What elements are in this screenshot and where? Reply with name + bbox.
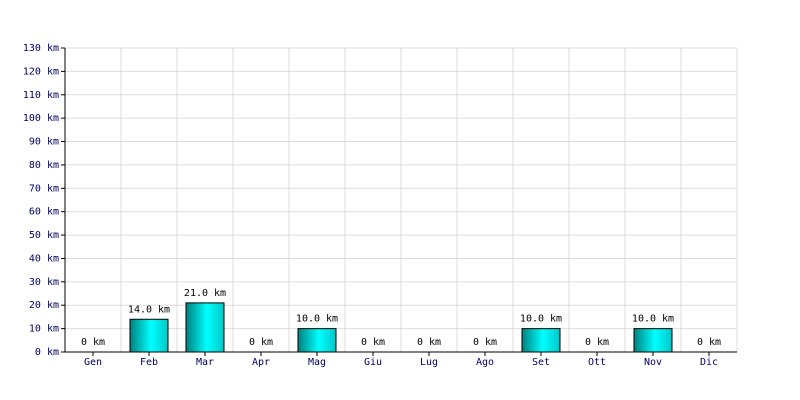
y-tick-label: 80 km — [29, 160, 59, 171]
y-tick-label: 30 km — [29, 277, 59, 288]
x-tick-label: Apr — [252, 357, 270, 368]
y-tick-label: 100 km — [23, 113, 59, 124]
value-label: 0 km — [417, 337, 441, 348]
value-label: 21.0 km — [184, 288, 226, 299]
bar — [633, 328, 673, 353]
x-tick-label: Feb — [140, 357, 158, 368]
x-tick-label: Giu — [364, 357, 382, 368]
y-tick-label: 40 km — [29, 253, 59, 264]
y-tick-label: 10 km — [29, 324, 59, 335]
y-tick-label: 130 km — [23, 43, 59, 54]
y-tick-label: 90 km — [29, 137, 59, 148]
x-tick-label: Mar — [196, 357, 214, 368]
x-tick-label: Ago — [476, 357, 494, 368]
x-tick-label: Dic — [700, 357, 718, 368]
value-label: 0 km — [473, 337, 497, 348]
bar — [297, 328, 337, 353]
bar — [185, 302, 225, 353]
value-label: 0 km — [81, 337, 105, 348]
value-label: 14.0 km — [128, 304, 170, 315]
x-tick-label: Mag — [308, 357, 326, 368]
y-tick-label: 60 km — [29, 207, 59, 218]
y-tick-label: 70 km — [29, 183, 59, 194]
y-tick-label: 120 km — [23, 66, 59, 77]
y-tick-label: 110 km — [23, 90, 59, 101]
value-label: 10.0 km — [296, 314, 338, 325]
value-label: 10.0 km — [520, 314, 562, 325]
value-label: 0 km — [249, 337, 273, 348]
x-tick-label: Ott — [588, 357, 606, 368]
bar — [521, 328, 561, 353]
value-label: 10.0 km — [632, 314, 674, 325]
x-tick-label: Set — [532, 357, 550, 368]
value-label: 0 km — [697, 337, 721, 348]
y-tick-label: 20 km — [29, 300, 59, 311]
y-tick-label: 50 km — [29, 230, 59, 241]
x-tick-label: Lug — [420, 357, 438, 368]
value-label: 0 km — [585, 337, 609, 348]
bar — [129, 318, 169, 353]
x-tick-label: Nov — [644, 357, 662, 368]
x-tick-label: Gen — [84, 357, 102, 368]
y-tick-label: 0 km — [35, 347, 59, 358]
value-label: 0 km — [361, 337, 385, 348]
